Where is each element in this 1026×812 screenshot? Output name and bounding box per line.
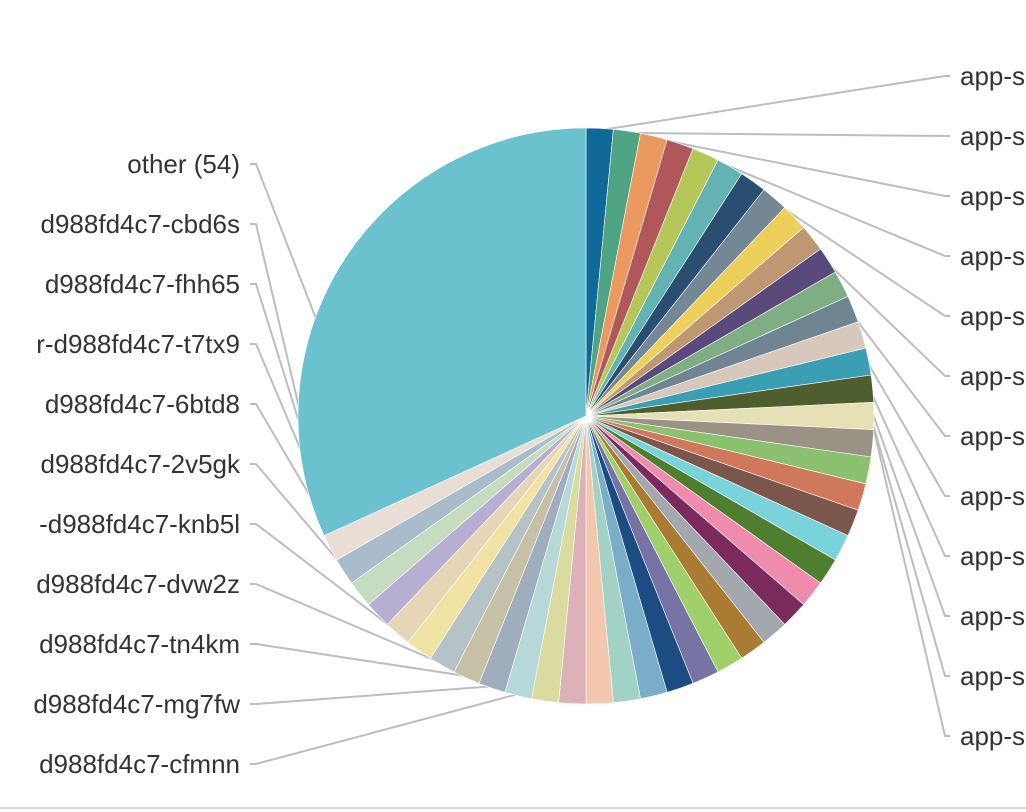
label-app-s-10: app-s [960, 601, 1025, 631]
label-app-s-7: app-s [960, 421, 1025, 451]
right-leader-line-4 [679, 144, 950, 257]
label-cbd6s: d988fd4c7-cbd6s [41, 209, 240, 239]
label-app-s-6: app-s [960, 361, 1025, 391]
label-app-s-1: app-s [960, 61, 1025, 91]
left-leader-line-7 [250, 523, 421, 650]
left-leader-line-8 [250, 583, 444, 665]
label-app-s-3: app-s [960, 181, 1025, 211]
label-app-s-4: app-s [960, 241, 1025, 271]
right-labels: app-s app-s app-s app-s app-s app-s app-… [960, 61, 1025, 751]
label-fhh65: d988fd4c7-fhh65 [45, 269, 240, 299]
right-leader-line-3 [653, 137, 950, 197]
pie-slices [297, 127, 875, 705]
label-tn4km: d988fd4c7-tn4km [39, 629, 240, 659]
label-knb5l: -d988fd4c7-knb5l [39, 509, 240, 539]
label-app-s-11: app-s [960, 661, 1025, 691]
right-leader-line-2 [626, 131, 950, 137]
left-leader-line-11 [250, 692, 519, 765]
label-app-s-5: app-s [960, 301, 1025, 331]
right-leader-line-1 [599, 75, 950, 132]
label-mg7fw: d988fd4c7-mg7fw [33, 689, 240, 719]
label-t7tx9: r-d988fd4c7-t7tx9 [36, 329, 240, 359]
label-app-s-8: app-s [960, 481, 1025, 511]
label-cfmnn: d988fd4c7-cfmnn [39, 749, 240, 779]
right-leader-line-12 [839, 284, 950, 737]
label-6btd8: d988fd4c7-6btd8 [45, 389, 240, 419]
label-app-s-2: app-s [960, 121, 1025, 151]
left-leader-line-9 [250, 643, 468, 678]
label-2v5gk: d988fd4c7-2v5gk [41, 449, 241, 479]
pie-slice-46 [297, 127, 587, 537]
left-leader-line-10 [250, 685, 493, 705]
left-labels: other (54) d988fd4c7-cbd6s d988fd4c7-fhh… [33, 149, 241, 779]
label-app-s-9: app-s [960, 541, 1025, 571]
label-dvw2z: d988fd4c7-dvw2z [36, 569, 240, 599]
label-app-s-12: app-s [960, 721, 1025, 751]
label-other: other (54) [127, 149, 240, 179]
